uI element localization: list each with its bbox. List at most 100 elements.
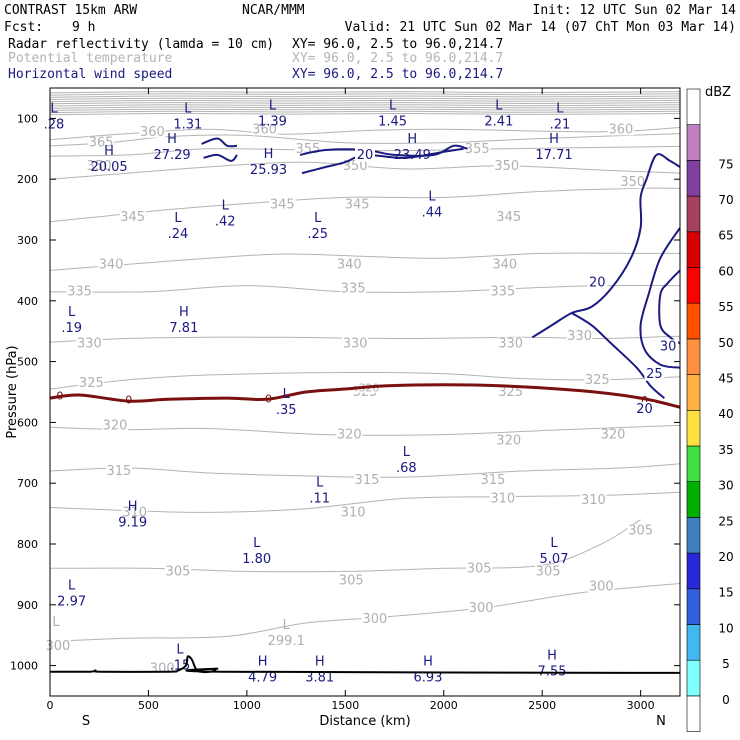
extremum-low-marker: L xyxy=(184,101,192,116)
theta-label-bg xyxy=(491,258,518,271)
theta-band-line xyxy=(50,106,680,109)
y-tick-label: 1000 xyxy=(10,660,38,673)
theta-label: 360 xyxy=(609,122,634,137)
theta-label: 300 xyxy=(45,639,70,654)
extremum-low-marker: L xyxy=(50,101,58,116)
field-name-theta: Potential temperature xyxy=(8,51,173,66)
extremum-value: 27.29 xyxy=(153,148,190,163)
reflectivity-colorbar: dBZ 0 5 10 15 20 25 30 35 40 45 50 55 60 65 70 75 xyxy=(686,85,734,732)
extremum-value: 1.80 xyxy=(242,552,271,567)
colorbar-swatch xyxy=(686,195,701,233)
theta-label: 310 xyxy=(581,493,606,508)
reflectivity-0-label: 0 xyxy=(641,394,648,407)
theta-label-bg xyxy=(607,123,634,136)
theta-label-bg xyxy=(627,524,654,537)
colorbar-swatch xyxy=(686,481,701,518)
extremum-high-marker: H xyxy=(167,132,177,147)
theta-label: 305 xyxy=(166,564,191,579)
extremum-value: 20.05 xyxy=(90,160,127,175)
colorbar-swatch xyxy=(686,302,701,340)
theta-label-bg xyxy=(340,282,367,295)
theta-label-bg xyxy=(105,465,132,478)
theta-label: 335 xyxy=(67,285,92,300)
extremum-value: 2.97 xyxy=(57,595,86,610)
theta-label: 340 xyxy=(492,257,517,272)
theta-label: 345 xyxy=(496,210,521,225)
theta-label-bg xyxy=(344,198,371,211)
colorbar-swatch xyxy=(686,124,701,161)
x-tick-label: 2000 xyxy=(430,699,458,712)
theta-label: 300 xyxy=(362,612,387,627)
theta-contour-300 xyxy=(50,583,680,642)
extremum-value: 2.41 xyxy=(484,114,513,129)
field-xy-wind: XY= 96.0, 2.5 to 96.0,214.7 xyxy=(292,67,503,82)
theta-label-bg xyxy=(44,640,71,653)
field-name-reflectivity: Radar reflectivity (lamda = 10 cm) xyxy=(8,37,274,52)
theta-label-bg xyxy=(566,330,593,343)
theta-label-bg xyxy=(269,198,296,211)
extremum-value: 1.45 xyxy=(378,114,407,129)
wind-speed-label: 25 xyxy=(646,367,663,382)
extremum-low-marker: L xyxy=(495,98,503,113)
x-axis-right-end: N xyxy=(656,714,666,729)
theta-label: 315 xyxy=(355,473,380,488)
extremum-value: 6.93 xyxy=(414,671,443,686)
theta-band-line xyxy=(50,95,680,98)
theta-label: 305 xyxy=(467,561,492,576)
y-tick-label: 400 xyxy=(17,295,38,308)
theta-label-bg xyxy=(489,492,516,505)
theta-label-bg xyxy=(584,373,611,386)
y-tick-label: 200 xyxy=(17,173,38,186)
theta-label-bg xyxy=(600,428,627,441)
extremum-value: .42 xyxy=(215,215,236,230)
colorbar-level-label: 15 xyxy=(718,586,733,600)
extremum-value: 3.81 xyxy=(305,671,334,686)
theta-band-line xyxy=(50,99,680,103)
terrain-profile xyxy=(50,655,680,674)
y-tick-label: 900 xyxy=(17,599,38,612)
extremum-high-marker: H xyxy=(179,305,189,320)
extremum-value: .28 xyxy=(44,117,65,132)
extremum-value: .11 xyxy=(309,491,330,506)
colorbar-swatch xyxy=(686,409,701,447)
wind-contour-20 xyxy=(299,144,468,157)
extremum-low-marker: L xyxy=(550,536,558,551)
colorbar-level-label: 75 xyxy=(718,157,733,171)
extremum-value: 7.81 xyxy=(169,321,198,336)
extremum-low-marker: L xyxy=(314,211,322,226)
theta-label-bg xyxy=(78,376,105,389)
extremum-low-marker: L xyxy=(222,199,230,214)
extremum-high-marker: H xyxy=(547,649,557,664)
extremum-high-marker: H xyxy=(104,144,114,159)
theta-label: 355 xyxy=(295,142,320,157)
extremum-low-marker: L xyxy=(389,98,397,113)
extremum-value: 5.07 xyxy=(540,552,569,567)
theta-label: 315 xyxy=(106,464,131,479)
theta-label-bg xyxy=(88,136,115,149)
colorbar-swatch xyxy=(686,88,701,126)
theta-band-line xyxy=(50,104,680,107)
theta-label-bg xyxy=(336,428,363,441)
colorbar-swatch xyxy=(686,552,701,590)
theta-label: 340 xyxy=(337,257,362,272)
theta-label-bg xyxy=(479,474,506,487)
theta-label-bg xyxy=(535,565,562,578)
y-tick-label: 800 xyxy=(17,538,38,551)
theta-label-bg xyxy=(251,123,278,136)
colorbar-swatch xyxy=(686,267,701,304)
x-tick-label: 1000 xyxy=(233,699,261,712)
extremum-low-marker: L xyxy=(253,536,261,551)
theta-label: 365 xyxy=(89,136,114,151)
extremum-value: 299.1 xyxy=(268,634,305,649)
theta-label: 350 xyxy=(87,159,112,174)
extremum-high-marker: H xyxy=(549,132,559,147)
theta-label: 320 xyxy=(103,418,128,433)
theta-label-bg xyxy=(588,580,615,593)
wind-contour-20 xyxy=(531,153,680,339)
theta-label: 350 xyxy=(343,159,368,174)
wind-label-bg xyxy=(658,339,679,354)
theta-label: 320 xyxy=(496,434,521,449)
colorbar-swatch xyxy=(686,338,701,375)
colorbar-level-label: 40 xyxy=(718,407,733,421)
x-axis-label: Distance (km) xyxy=(319,714,410,729)
